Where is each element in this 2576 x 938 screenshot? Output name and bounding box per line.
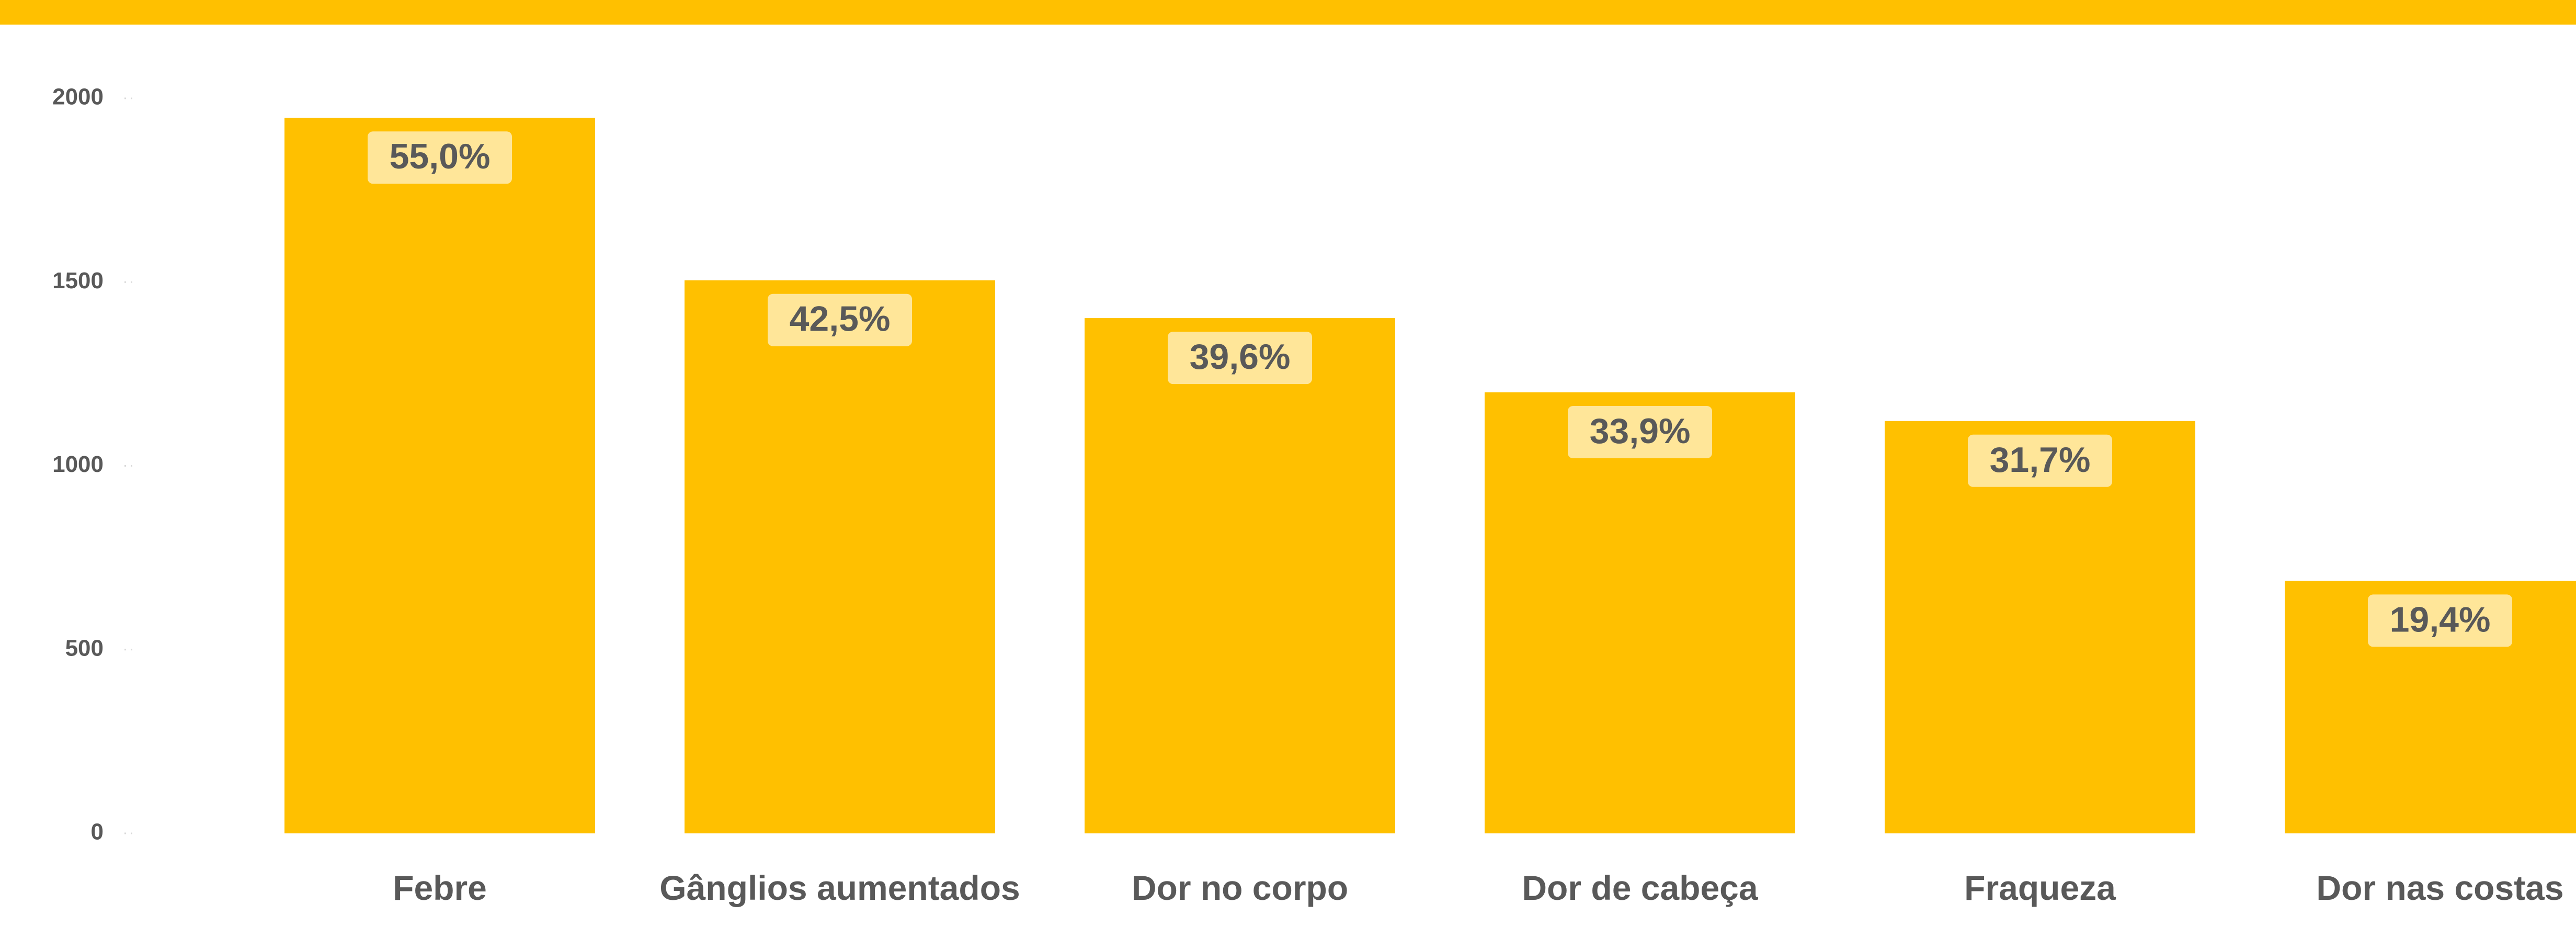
data-label: 33,9%	[1590, 411, 1691, 451]
bar	[1885, 421, 2195, 833]
data-label-box	[2368, 594, 2512, 647]
x-tick-label: Dor no corpo	[1131, 868, 1349, 907]
y-tick-label: 1000	[52, 451, 104, 477]
y-tick-label: 500	[65, 635, 104, 661]
data-label: 39,6%	[1190, 337, 1291, 377]
y-tick-label: 0	[91, 819, 104, 845]
bar	[1085, 318, 1395, 833]
data-label-box	[1168, 332, 1312, 385]
header-banner	[0, 0, 2576, 25]
y-tick-label: 1500	[52, 268, 104, 293]
bar	[284, 118, 595, 833]
y-tick-label: 2000	[52, 84, 104, 110]
x-tick-label: Fraqueza	[1964, 868, 2116, 907]
data-label-box	[768, 293, 912, 346]
bar	[1485, 392, 1795, 833]
data-label-box	[368, 131, 512, 184]
x-tick-label: Dor de cabeça	[1522, 868, 1758, 907]
data-label: 19,4%	[2390, 600, 2491, 639]
data-label: 31,7%	[1990, 440, 2091, 480]
data-label-box	[1568, 406, 1712, 458]
x-tick-label: Dor nas costas	[2316, 868, 2564, 907]
data-label: 42,5%	[790, 299, 891, 339]
x-tick-label: Gânglios aumentados	[659, 868, 1020, 907]
data-label-box	[1968, 434, 2112, 487]
x-tick-label: Febre	[393, 868, 487, 907]
bar	[685, 280, 995, 833]
data-label: 55,0%	[390, 137, 491, 176]
